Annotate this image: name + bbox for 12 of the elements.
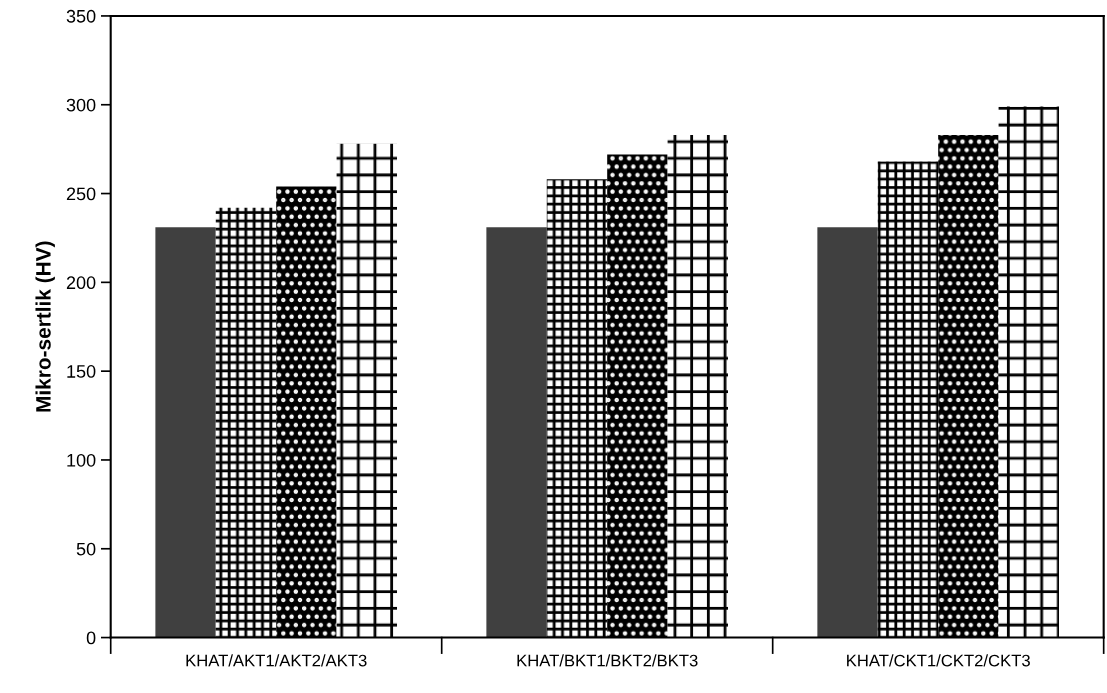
y-tick-label: 200	[66, 276, 96, 290]
x-tick-label: KHAT/CKT1/CKT2/CKT3	[847, 654, 1030, 667]
x-tick-label: KHAT/BKT1/BKT2/BKT3	[517, 654, 698, 667]
y-tick-label: 0	[86, 631, 96, 645]
y-tick-label: 50	[76, 542, 96, 556]
y-axis-title: Mikro-sertlik (HV)	[35, 241, 55, 412]
x-tick-label: KHAT/AKT1/AKT2/AKT3	[186, 654, 367, 667]
y-tick-label: 150	[67, 365, 96, 378]
y-tick-label: 250	[66, 187, 96, 201]
y-tick-label: 100	[67, 453, 96, 467]
y-tick-label: 300	[66, 98, 96, 112]
y-tick-label: 350	[66, 9, 96, 23]
